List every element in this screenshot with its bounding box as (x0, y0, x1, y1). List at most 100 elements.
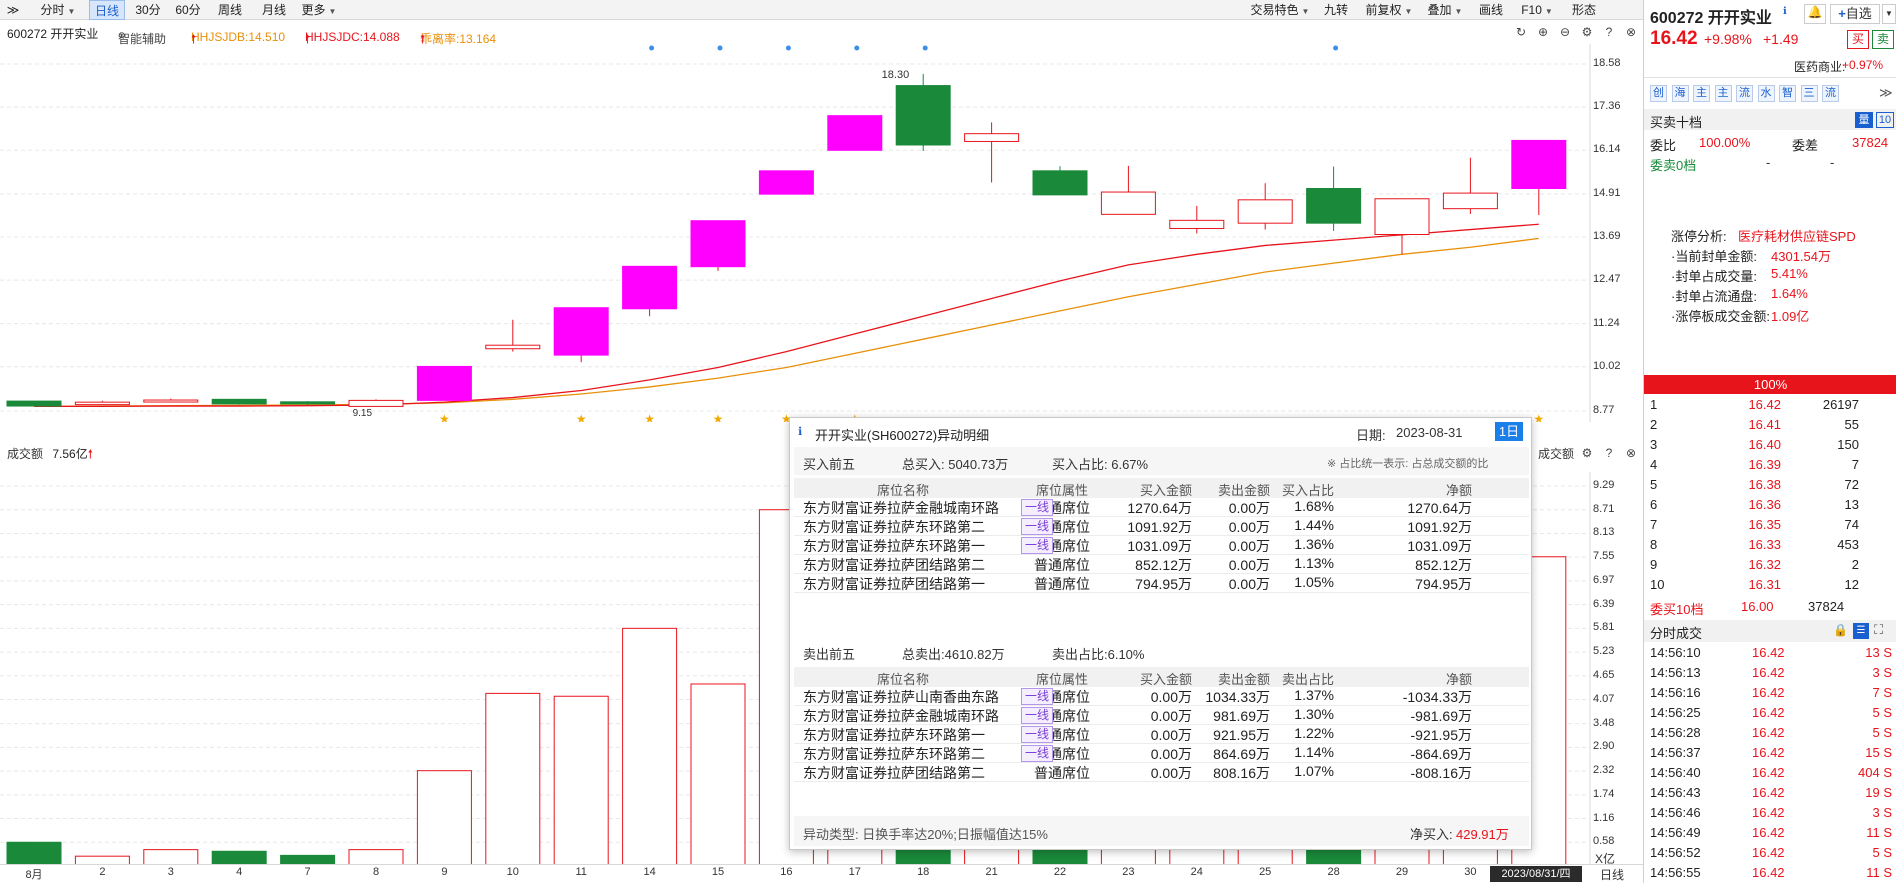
unusual-activity-popup[interactable]: ℹ 开开实业(SH600272)异动明细 日期: 2023-08-31 1日 买… (789, 417, 1532, 850)
buy-button[interactable]: 买 (1847, 30, 1869, 49)
seat-sell: 0.00万 (1228, 557, 1270, 573)
tick-time: 14:56:10 (1650, 645, 1701, 660)
menu-f10[interactable]: F10 ▼ (1514, 0, 1560, 20)
seat-name[interactable]: 东方财富证券拉萨东环路第二 (803, 746, 985, 762)
sector-label[interactable]: 医药商业: (1794, 60, 1846, 74)
seat-name[interactable]: 东方财富证券拉萨团结路第一 (803, 576, 985, 592)
seat-ratio: 1.68% (1294, 498, 1334, 514)
add-watch-button[interactable]: +自选 (1830, 4, 1880, 24)
tab-intraday[interactable]: 分时 ▼ (30, 0, 86, 20)
bell-icon[interactable]: 🔔 (1804, 4, 1826, 24)
quick-tag[interactable]: 流 (1822, 85, 1839, 102)
price-tick-label: 13.69 (1593, 229, 1621, 242)
info-icon[interactable]: ℹ (1783, 6, 1787, 17)
quick-tag[interactable]: 主 (1714, 85, 1732, 102)
refresh-icon[interactable]: ↻ (1515, 25, 1527, 39)
help-icon[interactable]: ? (1605, 25, 1613, 39)
tick-time: 14:56:40 (1650, 765, 1701, 780)
chevron-down-icon[interactable]: ▼ (1882, 4, 1896, 24)
seat-name[interactable]: 东方财富证券拉萨东环路第一 (803, 538, 985, 554)
seat-tag[interactable]: 一线 (1021, 707, 1054, 724)
tab-weekly[interactable]: 周线 (210, 0, 250, 20)
quick-tag[interactable]: 三 (1800, 85, 1818, 102)
gear-icon[interactable]: ⚙ (1581, 25, 1593, 39)
quick-tag[interactable]: 流 (1736, 85, 1753, 102)
quick-tag[interactable]: 海 (1671, 85, 1689, 102)
expand-window-icon[interactable]: ⛶ (1874, 622, 1884, 637)
quick-tag[interactable]: 智 (1779, 85, 1796, 102)
seat-net: 1091.92万 (1407, 519, 1472, 535)
tab-30min[interactable]: 30分 (130, 0, 166, 20)
tab-60min[interactable]: 60分 (170, 0, 206, 20)
gear-icon[interactable]: ⚙ (1581, 446, 1593, 460)
tab-more[interactable]: 更多 ▼ (297, 0, 341, 20)
quick-tag[interactable]: 主 (1693, 85, 1710, 102)
candle-body (74, 401, 130, 406)
seat-name[interactable]: 东方财富证券拉萨金融城南环路 (803, 708, 999, 724)
date-tick-label: 29 (1395, 866, 1409, 878)
quick-tag[interactable]: 创 (1650, 85, 1667, 102)
book-count-toggle[interactable]: 10 (1876, 112, 1894, 128)
seat-name[interactable]: 东方财富证券拉萨山南香曲东路 (803, 689, 999, 705)
bid-volume: 55 (1844, 417, 1859, 432)
quick-tag[interactable]: 水 (1757, 85, 1775, 102)
date-tick-label: 21 (985, 866, 998, 878)
tab-daily[interactable]: 日线 (89, 0, 125, 20)
sell-button[interactable]: 卖 (1872, 30, 1894, 49)
seat-tag[interactable]: 一线 (1021, 726, 1054, 743)
seat-name[interactable]: 东方财富证券拉萨金融城南环路 (803, 500, 999, 516)
plus-icon: + (1838, 6, 1846, 21)
table-header-cell: 席位名称 (876, 483, 929, 498)
seat-buy: 852.12万 (1135, 557, 1192, 573)
bid-level: 1 (1650, 397, 1658, 412)
sell-total: 总卖出:4610.82万 (902, 647, 1005, 662)
close-icon[interactable]: ⊗ (1625, 25, 1637, 39)
chevron-down-icon: ▼ (1404, 7, 1413, 16)
zoom-in-icon[interactable]: ⊕ (1537, 25, 1549, 39)
close-icon[interactable]: ⊗ (1625, 446, 1637, 460)
table-header-cell: 席位名称 (876, 672, 929, 687)
bid-volume: 12 (1844, 577, 1859, 592)
date-tick-label: 18 (917, 866, 930, 878)
tick-volume: 5 S (1872, 725, 1892, 740)
arrow-up-icon: 🠕 (87, 447, 93, 461)
lock-icon[interactable]: 🔒 (1833, 623, 1848, 637)
zoom-out-icon[interactable]: ⊖ (1559, 25, 1571, 39)
date-tick-label: 4 (236, 866, 243, 878)
chevron-down-icon: ▼ (1544, 7, 1553, 16)
seat-name[interactable]: 东方财富证券拉萨东环路第二 (803, 519, 985, 535)
date-tick-label: 16 (780, 866, 793, 878)
seat-tag[interactable]: 一线 (1021, 499, 1054, 516)
tab-monthly[interactable]: 月线 (254, 0, 294, 20)
bid-level: 2 (1650, 417, 1658, 432)
stock-code-name: 600272 开开实业 (7, 27, 99, 41)
table-header-cell: 卖出金额 (1217, 672, 1270, 687)
tick-volume: 3 S (1872, 805, 1892, 820)
book-mode-toggle[interactable]: 量 (1855, 112, 1873, 128)
menu-draw-label: 画线 (1478, 3, 1503, 17)
seat-tag[interactable]: 一线 (1021, 688, 1054, 705)
row-divider (794, 592, 1529, 593)
seat-buy: 1270.64万 (1127, 500, 1192, 516)
menu-draw[interactable]: 画线 (1472, 0, 1510, 20)
seat-tag[interactable]: 一线 (1021, 745, 1054, 762)
menu-adjust[interactable]: 前复权 ▼ (1360, 0, 1418, 20)
range-button[interactable]: 1日 (1495, 422, 1523, 441)
menu-nine-turn[interactable]: 九转 (1318, 0, 1354, 20)
limit-concept[interactable]: 医疗耗材供应链SPD (1738, 229, 1856, 244)
seat-name[interactable]: 东方财富证券拉萨东环路第一 (803, 727, 985, 743)
tick-price: 16.42 (1752, 805, 1785, 820)
menu-trade-features[interactable]: 交易特色 ▼ (1246, 0, 1314, 20)
seat-name[interactable]: 东方财富证券拉萨团结路第二 (803, 765, 985, 781)
tab-monthly-label: 月线 (261, 3, 286, 17)
list-mode-icon[interactable]: ☰ (1853, 623, 1869, 639)
collapse-icon[interactable]: ≫ (6, 3, 20, 17)
price-tick-label: 18.58 (1593, 57, 1621, 69)
seat-tag[interactable]: 一线 (1021, 537, 1054, 554)
menu-overlay[interactable]: 叠加 ▼ (1422, 0, 1468, 20)
help-icon[interactable]: ? (1605, 446, 1613, 460)
expand-icon[interactable]: ≫ (1879, 85, 1893, 100)
seat-tag[interactable]: 一线 (1021, 518, 1054, 535)
menu-pattern[interactable]: 形态 (1564, 0, 1604, 20)
seat-name[interactable]: 东方财富证券拉萨团结路第二 (803, 557, 985, 573)
